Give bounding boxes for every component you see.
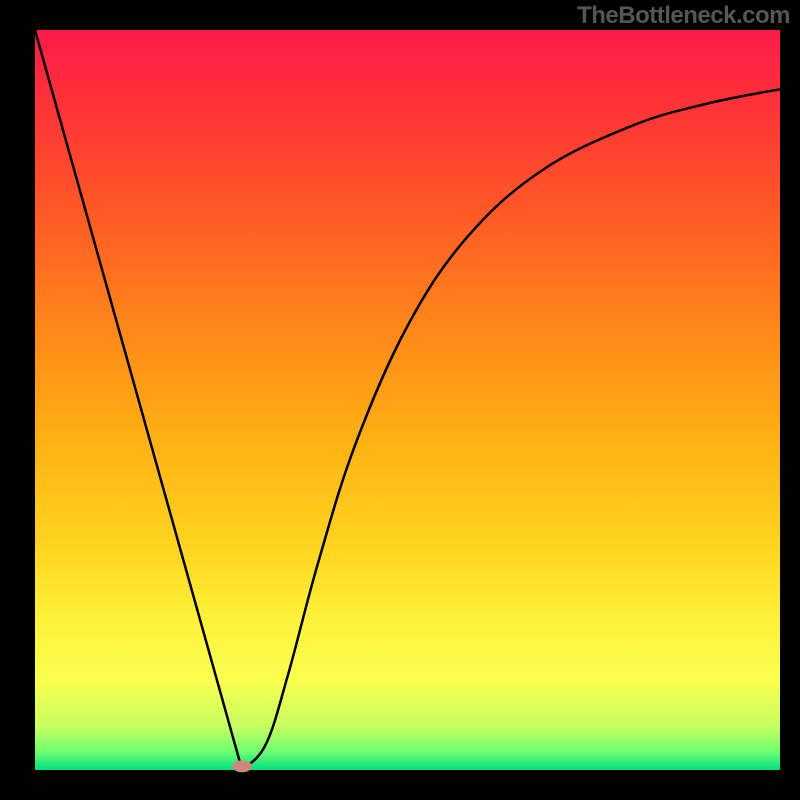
plot-svg: [0, 0, 800, 800]
watermark-text: TheBottleneck.com: [577, 2, 790, 30]
minimum-marker: [232, 760, 252, 772]
chart-container: TheBottleneck.com: [0, 0, 800, 800]
plot-background: [35, 30, 780, 770]
